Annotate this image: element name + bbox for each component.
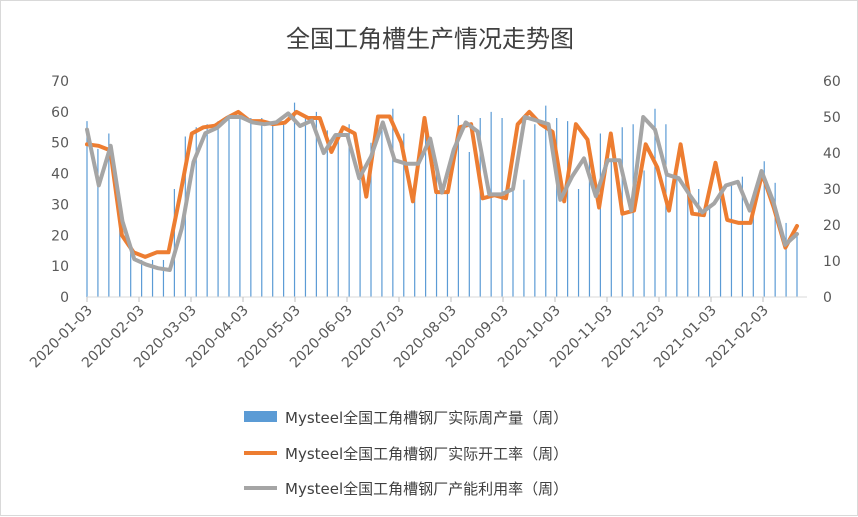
left-axis-tick-label: 0 bbox=[60, 290, 69, 306]
right-axis-tick-label: 40 bbox=[823, 146, 841, 162]
left-axis-tick-label: 30 bbox=[51, 197, 69, 213]
right-axis-tick-label: 60 bbox=[823, 74, 841, 90]
chart-title: 全国工角槽生产情况走势图 bbox=[286, 25, 574, 53]
capacity-utilization-line bbox=[85, 111, 799, 272]
legend-swatch-bar bbox=[244, 411, 277, 422]
left-axis-tick-label: 60 bbox=[51, 105, 69, 121]
right-axis-tick-label: 0 bbox=[823, 290, 832, 306]
right-axis-tick-label: 10 bbox=[823, 254, 841, 270]
line-series bbox=[85, 109, 799, 272]
left-axis-tick-label: 20 bbox=[51, 228, 69, 244]
right-axis-tick-label: 30 bbox=[823, 182, 841, 198]
legend: Mysteel全国工角槽钢厂实际周产量（周） Mysteel全国工角槽钢厂实际开工… bbox=[244, 409, 568, 498]
left-axis-tick-label: 70 bbox=[51, 74, 69, 90]
x-axis-ticks: 2020-01-032020-02-032020-03-032020-04-03… bbox=[27, 297, 772, 371]
left-axis-tick-label: 10 bbox=[51, 259, 69, 275]
left-axis-tick-label: 50 bbox=[51, 136, 69, 152]
legend-label: Mysteel全国工角槽钢厂产能利用率（周） bbox=[285, 480, 568, 498]
legend-label: Mysteel全国工角槽钢厂实际开工率（周） bbox=[285, 445, 568, 463]
bar-series bbox=[86, 102, 798, 297]
right-axis-tick-label: 20 bbox=[823, 218, 841, 234]
left-axis-tick-label: 40 bbox=[51, 167, 69, 183]
left-axis-ticks: 0 10 20 30 40 50 60 70 bbox=[51, 74, 69, 306]
right-axis-tick-label: 50 bbox=[823, 110, 841, 126]
legend-label: Mysteel全国工角槽钢厂实际周产量（周） bbox=[285, 409, 568, 427]
right-axis-ticks: 0 10 20 30 40 50 60 bbox=[823, 74, 841, 306]
